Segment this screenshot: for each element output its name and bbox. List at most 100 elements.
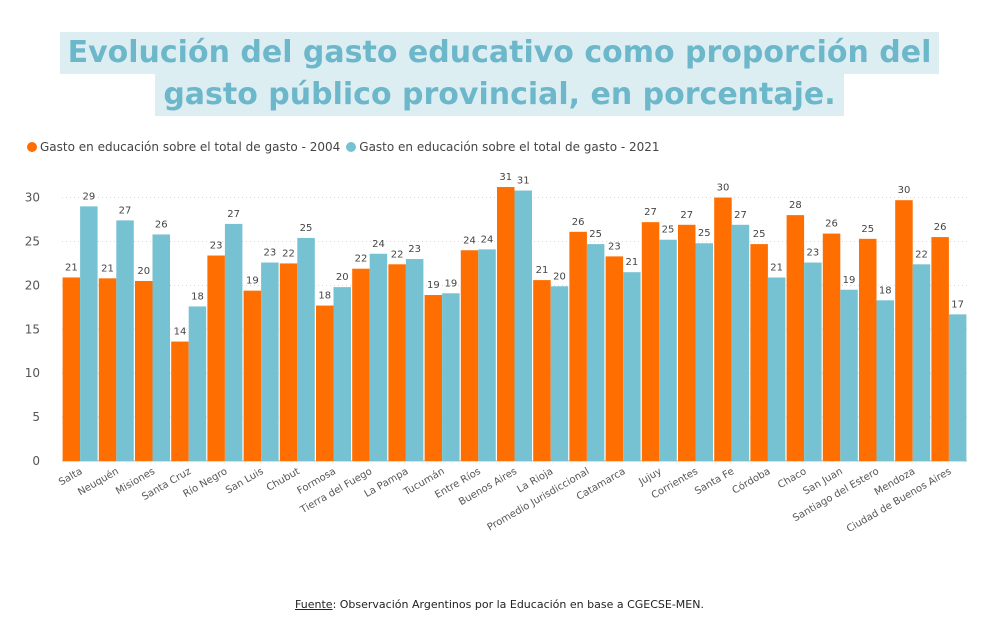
legend-dot-2004 (27, 142, 37, 152)
bar-2021 (224, 223, 243, 461)
bar-2004 (931, 237, 949, 461)
bar-2021 (369, 253, 388, 461)
y-tick-label: 5 (32, 410, 40, 424)
bar-2004 (714, 197, 732, 461)
data-label: 27 (680, 210, 693, 221)
bar-2021 (297, 237, 315, 461)
bar-2021 (767, 277, 786, 461)
bar-2004 (605, 256, 624, 461)
data-label: 31 (517, 176, 530, 187)
bar-2004 (62, 277, 81, 461)
legend-item-2021[interactable]: Gasto en educación sobre el total de gas… (346, 140, 660, 154)
bar-2021 (333, 287, 351, 461)
bar-2021 (550, 286, 569, 461)
data-label: 26 (155, 219, 168, 230)
data-label: 23 (806, 248, 819, 259)
data-label: 30 (717, 183, 730, 194)
data-label: 20 (336, 272, 349, 283)
legend-dot-2021 (346, 142, 357, 152)
legend-label-2004: Gasto en educación sobre el total de gas… (40, 140, 341, 154)
data-label: 26 (572, 217, 585, 228)
bar-2004 (895, 200, 913, 461)
data-label: 31 (499, 172, 512, 183)
bar-2021 (80, 206, 98, 461)
bar-2021 (188, 306, 207, 461)
data-label: 25 (589, 229, 602, 240)
bar-2021 (478, 249, 496, 461)
x-tick-label: Córdoba (730, 465, 772, 496)
data-label: 18 (191, 291, 204, 302)
data-label: 24 (481, 234, 494, 245)
data-label: 25 (300, 223, 313, 234)
bar-2004 (171, 341, 189, 461)
data-label: 21 (65, 262, 78, 273)
bar-2004 (316, 305, 334, 461)
x-tick-label: San Luis (224, 466, 266, 496)
bar-2004 (533, 280, 551, 461)
bar-2004 (207, 255, 225, 461)
y-tick-label: 25 (25, 234, 40, 248)
data-label: 19 (246, 276, 259, 287)
data-label: 22 (355, 254, 368, 265)
data-label: 23 (210, 241, 223, 252)
data-label: 19 (427, 280, 440, 291)
data-label: 27 (644, 207, 657, 218)
data-label: 21 (536, 265, 549, 276)
legend: Gasto en educación sobre el total de gas… (27, 140, 666, 154)
bar-2021 (659, 239, 677, 461)
bar-chart: 0 5 10 15 20 25 30 21 21 20 14 23 19 22 18 22 22 19 24 31 21… (25, 172, 967, 535)
data-label: 17 (951, 299, 964, 310)
data-label: 22 (282, 248, 295, 259)
data-label: 25 (753, 229, 766, 240)
legend-label-2021: Gasto en educación sobre el total de gas… (359, 140, 660, 154)
bar-2004 (388, 264, 406, 461)
bar-2021 (948, 314, 967, 461)
bar-2004 (98, 278, 117, 461)
data-label: 28 (789, 200, 802, 211)
bar-2004 (641, 222, 660, 461)
bar-2004 (243, 290, 262, 461)
data-label: 23 (408, 244, 421, 255)
data-label: 21 (625, 257, 638, 268)
source-text: : Observación Argentinos por la Educació… (332, 598, 704, 611)
data-label: 20 (553, 271, 566, 282)
data-label: 30 (898, 185, 911, 196)
data-label: 21 (101, 263, 114, 274)
data-label: 26 (934, 222, 947, 233)
bar-2021 (116, 220, 134, 461)
bar-2004 (569, 231, 587, 461)
bar-2021 (876, 300, 894, 461)
bar-2004 (279, 263, 298, 461)
bar-2004 (424, 295, 443, 461)
bar-2021 (695, 243, 713, 461)
data-label: 26 (825, 219, 838, 230)
bar-2021 (514, 190, 532, 461)
y-tick-label: 0 (32, 454, 40, 468)
x-tick-label: Salta (57, 466, 84, 488)
bar-2004 (822, 233, 841, 461)
data-label: 18 (318, 291, 331, 302)
bar-2004 (497, 187, 515, 461)
data-label: 25 (861, 224, 874, 235)
legend-item-2004[interactable]: Gasto en educación sobre el total de gas… (27, 140, 340, 154)
bar-2021 (623, 272, 641, 461)
data-label: 23 (263, 248, 276, 259)
bar-2004 (678, 224, 696, 461)
bar-2004 (135, 280, 153, 461)
bar-2021 (586, 244, 605, 461)
title-line-2: gasto público provincial, en porcentaje. (155, 74, 844, 116)
y-tick-label: 10 (25, 366, 40, 380)
title-line-1: Evolución del gasto educativo como propo… (59, 32, 940, 74)
bar-2021 (405, 259, 424, 461)
data-label: 24 (372, 239, 385, 250)
y-tick-label: 15 (25, 322, 40, 336)
data-label: 19 (843, 275, 856, 286)
data-label: 25 (662, 225, 675, 236)
data-label: 23 (608, 241, 621, 252)
bar-2021 (731, 224, 750, 461)
data-label: 22 (915, 249, 928, 260)
data-label: 20 (137, 266, 150, 277)
bar-2021 (840, 289, 858, 461)
bar-2004 (859, 238, 877, 461)
source-note: Fuente: Observación Argentinos por la Ed… (0, 598, 999, 611)
